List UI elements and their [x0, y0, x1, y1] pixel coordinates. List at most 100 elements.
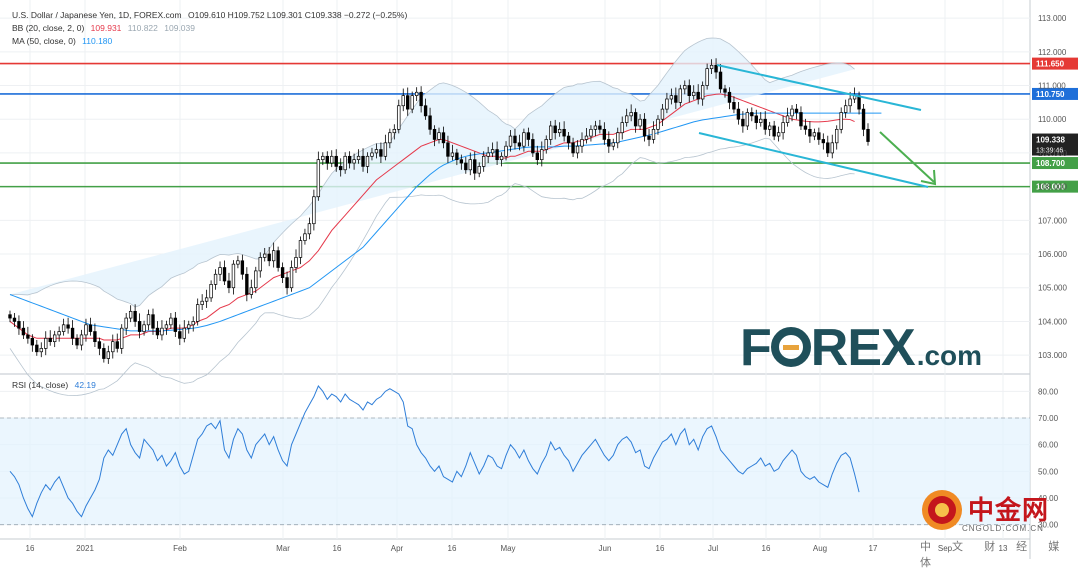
- rsi-band-fill: [0, 418, 1030, 525]
- up-candle: [160, 327, 164, 336]
- down-candle: [826, 142, 830, 154]
- down-candle: [428, 115, 432, 130]
- down-candle: [718, 71, 723, 90]
- logo-o-icon: [770, 327, 811, 367]
- down-candle: [133, 310, 137, 322]
- down-candle: [151, 314, 155, 329]
- down-candle: [70, 327, 75, 339]
- up-candle: [44, 337, 48, 349]
- up-candle: [477, 166, 481, 174]
- down-candle: [26, 334, 30, 339]
- down-candle: [441, 132, 446, 144]
- down-candle: [808, 128, 812, 137]
- price-tick-label: 112.000: [1038, 48, 1067, 57]
- up-candle: [692, 91, 696, 96]
- down-candle: [137, 321, 142, 332]
- up-candle: [388, 132, 392, 144]
- up-candle: [504, 145, 508, 157]
- down-candle: [535, 152, 539, 161]
- down-candle: [687, 85, 691, 96]
- time-tick-label: Apr: [391, 544, 404, 553]
- up-candle: [839, 112, 843, 130]
- up-candle: [370, 152, 374, 157]
- up-candle: [549, 125, 553, 140]
- down-candle: [347, 155, 352, 164]
- down-candle: [607, 139, 611, 147]
- up-candle: [365, 155, 370, 167]
- up-candle: [271, 250, 276, 262]
- price-tick-label: 107.000: [1038, 216, 1067, 225]
- up-candle: [401, 95, 405, 107]
- watermark-cn: 中金网: [968, 496, 1050, 526]
- up-candle: [294, 257, 298, 268]
- up-candle: [330, 155, 334, 164]
- up-candle: [410, 95, 414, 110]
- down-candle: [866, 128, 870, 142]
- rsi-value: 42.19: [74, 380, 96, 390]
- down-candle: [598, 125, 602, 130]
- up-candle: [316, 159, 321, 198]
- up-candle: [84, 324, 88, 336]
- ohlc-readout: O109.610 H109.752 L109.301 C109.338 −0.2…: [187, 10, 408, 20]
- down-candle: [723, 88, 727, 93]
- down-candle: [155, 327, 160, 336]
- ma-legend[interactable]: MA (50, close, 0) 110.180: [12, 36, 116, 46]
- bb-basis-line: [9, 93, 855, 341]
- up-candle: [768, 125, 772, 130]
- down-candle: [459, 159, 464, 164]
- up-candle: [700, 85, 705, 100]
- down-candle: [772, 125, 776, 137]
- rsi-line: [9, 385, 860, 518]
- horizontal-levels: 111.650 110.750 108.700 108.000 109.338 13:39…: [0, 57, 1078, 193]
- up-candle: [231, 263, 236, 289]
- up-candle: [843, 105, 848, 113]
- down-candle: [115, 341, 119, 349]
- down-candle: [495, 149, 499, 161]
- up-candle: [182, 327, 186, 339]
- up-candle: [651, 128, 656, 140]
- time-tick-label: 16: [448, 544, 457, 553]
- time-tick-label: Mar: [276, 544, 290, 553]
- up-candle: [616, 132, 620, 144]
- down-candle: [696, 91, 700, 100]
- target-arrow-head: [920, 169, 937, 186]
- down-candle: [857, 95, 861, 110]
- down-candle: [571, 142, 575, 154]
- up-candle: [620, 122, 624, 134]
- up-candle: [298, 240, 303, 258]
- bb-legend[interactable]: BB (20, close, 2, 0) 109.931 110.822 109…: [12, 23, 199, 33]
- up-candle: [218, 267, 222, 275]
- level-label: 108.700: [1036, 159, 1065, 168]
- forex-logo: F REX.com: [740, 318, 982, 378]
- bb-label: BB (20, close, 2, 0): [12, 23, 85, 33]
- up-candle: [709, 64, 714, 70]
- down-candle: [794, 108, 799, 113]
- up-candle: [785, 115, 790, 123]
- time-tick-label: Aug: [813, 544, 827, 553]
- watermark-site: CNGOLD.COM.CN: [962, 524, 1044, 533]
- up-candle: [544, 139, 548, 150]
- up-candle: [468, 159, 472, 171]
- level-label: 108.000: [1036, 183, 1065, 192]
- down-candle: [821, 139, 825, 144]
- down-candle: [446, 142, 450, 157]
- up-candle: [490, 149, 495, 154]
- up-candle: [450, 152, 455, 157]
- down-candle: [566, 135, 571, 144]
- up-candle: [611, 142, 615, 147]
- up-candle: [557, 128, 562, 134]
- up-candle: [213, 273, 218, 285]
- up-candle: [200, 300, 204, 305]
- down-candle: [464, 162, 468, 171]
- up-candle: [146, 314, 151, 326]
- up-candle: [128, 310, 133, 319]
- rsi-legend[interactable]: RSI (14, close) 42.19: [12, 380, 100, 390]
- up-candle: [303, 233, 307, 241]
- level-tag: [1032, 180, 1078, 193]
- axes: 16 2021 Feb Mar 16 Apr 16 May Jun 16 Jul 16 Aug 17 Sep…: [26, 14, 1068, 553]
- bb-lower-value: 109.039: [164, 23, 195, 33]
- up-candle: [589, 128, 593, 137]
- down-candle: [674, 95, 678, 103]
- ma-label: MA (50, close, 0): [12, 36, 76, 46]
